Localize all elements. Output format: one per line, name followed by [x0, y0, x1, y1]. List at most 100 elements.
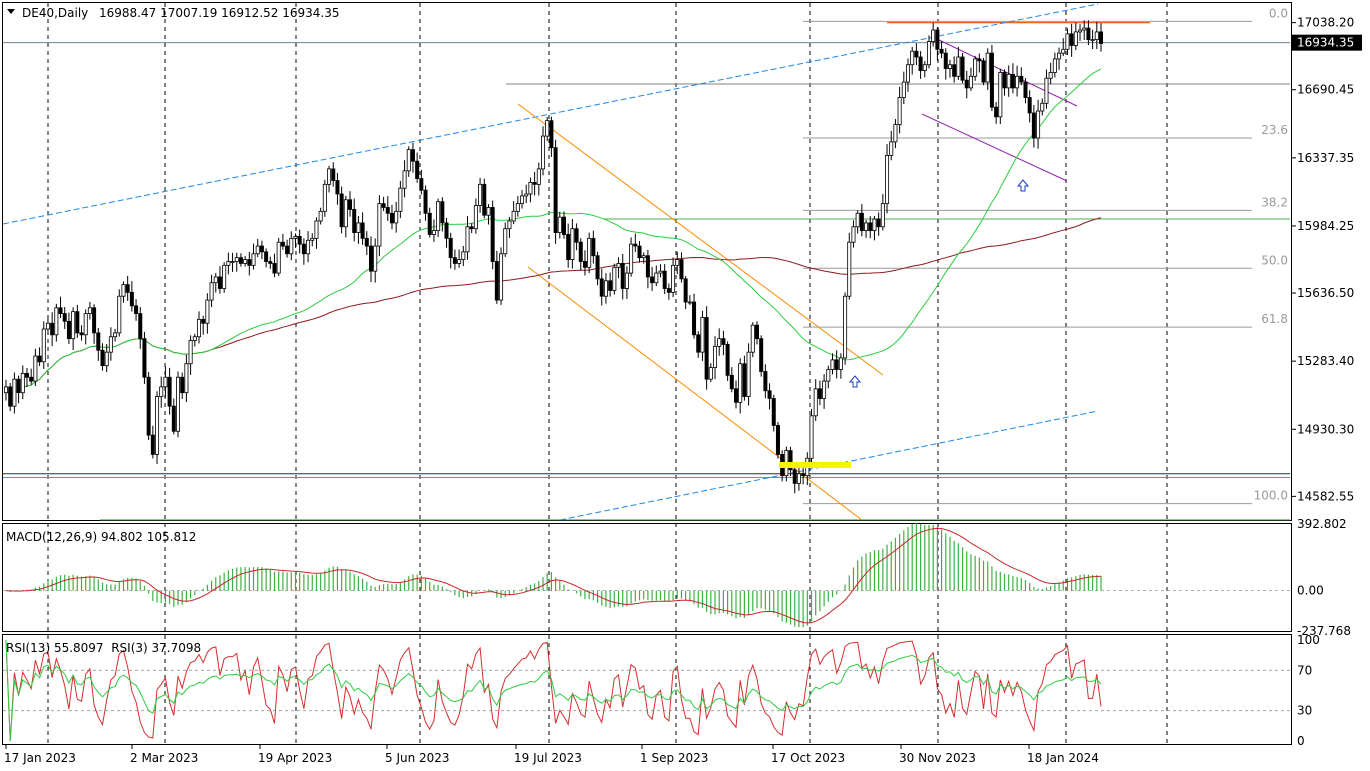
candle[interactable]	[570, 218, 575, 269]
candle[interactable]	[918, 51, 923, 79]
candle[interactable]	[461, 245, 466, 267]
candle[interactable]	[331, 162, 336, 187]
candle[interactable]	[599, 268, 604, 306]
candle[interactable]	[482, 178, 487, 219]
candle[interactable]	[117, 289, 122, 337]
candle[interactable]	[943, 48, 948, 80]
candle[interactable]	[238, 253, 243, 267]
candle[interactable]	[339, 186, 344, 234]
candle[interactable]	[29, 368, 34, 385]
candle[interactable]	[729, 367, 734, 393]
candle[interactable]	[12, 372, 17, 414]
candle[interactable]	[184, 354, 189, 402]
candle[interactable]	[79, 325, 84, 341]
candle[interactable]	[968, 67, 973, 91]
candle[interactable]	[452, 249, 457, 270]
candle[interactable]	[687, 295, 692, 305]
candle[interactable]	[423, 185, 428, 221]
candle[interactable]	[4, 379, 9, 401]
candle[interactable]	[33, 348, 38, 387]
candle[interactable]	[486, 204, 491, 225]
candle[interactable]	[494, 250, 499, 304]
candle[interactable]	[104, 344, 109, 373]
candle[interactable]	[247, 252, 252, 276]
candle[interactable]	[641, 252, 646, 264]
candle[interactable]	[234, 252, 239, 272]
candle[interactable]	[666, 283, 671, 300]
candle[interactable]	[973, 55, 978, 81]
candle[interactable]	[50, 312, 55, 347]
candle[interactable]	[725, 341, 730, 381]
candle[interactable]	[37, 347, 42, 367]
candle[interactable]	[255, 238, 260, 258]
candle[interactable]	[939, 40, 944, 59]
candle[interactable]	[444, 218, 449, 248]
candle[interactable]	[1078, 24, 1083, 41]
candle[interactable]	[335, 172, 340, 205]
candle[interactable]	[410, 142, 415, 173]
candle[interactable]	[1010, 63, 1015, 94]
candle[interactable]	[754, 321, 759, 345]
candle[interactable]	[381, 196, 386, 212]
candle[interactable]	[125, 275, 130, 301]
date-axis[interactable]: 17 Jan 2023 2 Mar 2023 19 Apr 2023 5 Jun 20…	[4, 744, 1099, 765]
candle[interactable]	[910, 46, 915, 75]
candle[interactable]	[54, 303, 59, 342]
candle[interactable]	[952, 56, 957, 83]
candle[interactable]	[150, 425, 155, 459]
candle[interactable]	[746, 343, 751, 406]
candle[interactable]	[352, 198, 357, 242]
candle[interactable]	[528, 177, 533, 203]
candle[interactable]	[62, 307, 67, 329]
candle[interactable]	[813, 379, 818, 421]
candle[interactable]	[201, 315, 206, 335]
candle[interactable]	[1065, 28, 1070, 55]
candle[interactable]	[469, 223, 474, 234]
candle[interactable]	[230, 252, 235, 272]
candle[interactable]	[1099, 23, 1104, 52]
candle[interactable]	[885, 144, 890, 214]
candle[interactable]	[1040, 98, 1045, 116]
candle[interactable]	[872, 216, 877, 241]
candle[interactable]	[830, 353, 835, 375]
candle[interactable]	[192, 333, 197, 347]
candle[interactable]	[717, 328, 722, 356]
candle[interactable]	[427, 207, 432, 238]
candle[interactable]	[515, 196, 520, 217]
candle[interactable]	[58, 296, 63, 319]
candle[interactable]	[750, 322, 755, 358]
candle[interactable]	[822, 374, 827, 409]
candle[interactable]	[167, 367, 172, 415]
candle[interactable]	[431, 219, 436, 242]
candle[interactable]	[977, 53, 982, 73]
candle[interactable]	[385, 196, 390, 221]
candle[interactable]	[473, 198, 478, 234]
candle[interactable]	[742, 355, 747, 401]
candle[interactable]	[66, 312, 71, 344]
candle[interactable]	[226, 252, 231, 275]
candle[interactable]	[108, 327, 113, 361]
candle[interactable]	[1036, 99, 1041, 149]
candle[interactable]	[734, 380, 739, 409]
candle[interactable]	[532, 171, 537, 196]
candle[interactable]	[448, 232, 453, 269]
candle[interactable]	[838, 353, 843, 379]
candle[interactable]	[897, 86, 902, 134]
candle[interactable]	[306, 231, 311, 263]
candle[interactable]	[616, 257, 621, 279]
price-panel[interactable]: 0.0 23.6 38.2 50.0 61.8 100.0	[2, 3, 1290, 521]
candle[interactable]	[851, 220, 856, 248]
candle[interactable]	[922, 61, 927, 78]
candle[interactable]	[876, 212, 881, 236]
candle[interactable]	[855, 210, 860, 234]
candle[interactable]	[113, 328, 118, 342]
candle[interactable]	[624, 266, 629, 299]
candle[interactable]	[268, 256, 273, 269]
candle[interactable]	[20, 365, 25, 400]
dropdown-triangle-icon[interactable]	[7, 9, 15, 14]
candle[interactable]	[402, 160, 407, 198]
candle[interactable]	[503, 222, 508, 257]
candle[interactable]	[121, 281, 126, 303]
candle[interactable]	[406, 146, 411, 177]
candle[interactable]	[478, 177, 483, 213]
